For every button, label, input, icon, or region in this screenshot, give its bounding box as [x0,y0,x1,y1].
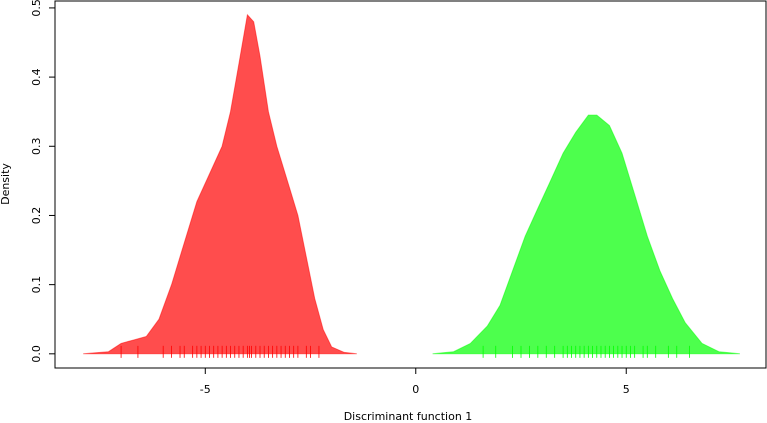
density-area [432,114,740,355]
y-axis-title: Density [0,163,12,205]
density-area [83,13,357,355]
x-tick-label: -5 [200,383,211,396]
y-tick-label: 0.3 [30,138,43,156]
x-tick-label: 5 [623,383,630,396]
y-tick-label: 0.5 [30,0,43,17]
y-tick-label: 0.1 [30,276,43,294]
plot-box [54,0,767,369]
x-tick-label: 0 [412,383,419,396]
y-tick-label: 0.2 [30,207,43,225]
x-axis-title: Discriminant function 1 [344,410,473,423]
y-tick-label: 0.0 [30,345,43,363]
y-tick-label: 0.4 [30,68,43,86]
